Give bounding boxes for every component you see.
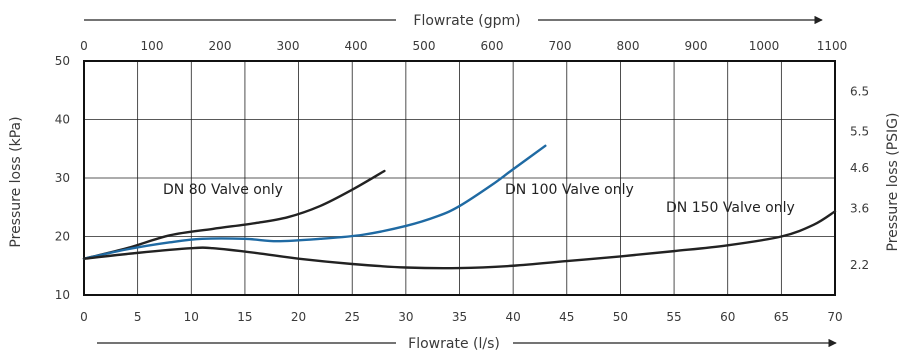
x-tick-label: 15	[237, 310, 252, 324]
series-line-dn80	[82, 169, 386, 260]
x-tick-label: 0	[80, 310, 88, 324]
y-tick-label: 30	[55, 171, 70, 185]
x-tick-label: 50	[613, 310, 628, 324]
series-label-dn100: DN 100 Valve only	[505, 182, 634, 198]
right-tick-label: 4.6	[850, 161, 869, 175]
y-tick-label: 50	[55, 54, 70, 68]
y-tick-label: 20	[55, 230, 70, 244]
left-axis-label: Pressure loss (kPa)	[8, 116, 24, 247]
top-tick-label: 800	[617, 39, 640, 53]
top-axis-label: Flowrate (gpm)	[413, 13, 520, 29]
series-line-dn150	[82, 210, 837, 270]
y-axis-ticks: 10 20 30 40 50	[55, 54, 70, 302]
x-tick-label: 20	[291, 310, 306, 324]
x-tick-label: 30	[398, 310, 413, 324]
x-tick-label: 45	[559, 310, 574, 324]
x-tick-label: 60	[720, 310, 735, 324]
right-tick-label: 2.2	[850, 258, 869, 272]
x-tick-label: 65	[774, 310, 789, 324]
x-tick-label: 5	[134, 310, 142, 324]
top-tick-label: 0	[80, 39, 88, 53]
top-tick-label: 400	[345, 39, 368, 53]
top-tick-label: 1100	[817, 39, 848, 53]
x-tick-label: 40	[506, 310, 521, 324]
right-tick-label: 3.6	[850, 201, 869, 215]
right-axis-label: Pressure loss (PSIG)	[885, 113, 901, 252]
x-tick-label: 10	[184, 310, 199, 324]
series-group	[82, 144, 837, 270]
x-tick-label: 70	[827, 310, 842, 324]
top-axis-ticks: 0 100 200 300 400 500 600 700 800 900 1000 1100	[80, 39, 847, 53]
plot-frame	[83, 60, 836, 296]
x-axis-ticks: 0 5 10 15 20 25 30 35 40 45 50 55 60 65 70	[80, 310, 842, 324]
top-tick-label: 200	[209, 39, 232, 53]
right-tick-label: 6.5	[850, 84, 869, 98]
top-tick-label: 300	[277, 39, 300, 53]
top-tick-label: 500	[413, 39, 436, 53]
bottom-axis-label: Flowrate (l/s)	[408, 336, 500, 351]
top-tick-label: 100	[141, 39, 164, 53]
x-tick-label: 25	[345, 310, 360, 324]
series-label-dn80: DN 80 Valve only	[163, 182, 283, 198]
x-tick-label: 35	[452, 310, 467, 324]
series-line-dn100	[82, 144, 547, 260]
grid	[83, 60, 836, 296]
x-tick-label: 55	[666, 310, 681, 324]
y-tick-label: 10	[55, 288, 70, 302]
right-axis-ticks: 2.2 3.6 4.6 5.5 6.5	[850, 84, 869, 271]
top-tick-label: 900	[685, 39, 708, 53]
series-label-dn150: DN 150 Valve only	[666, 200, 795, 216]
top-tick-label: 700	[549, 39, 572, 53]
y-tick-label: 40	[55, 113, 70, 127]
top-tick-label: 600	[481, 39, 504, 53]
top-tick-label: 1000	[749, 39, 780, 53]
right-tick-label: 5.5	[850, 125, 869, 139]
